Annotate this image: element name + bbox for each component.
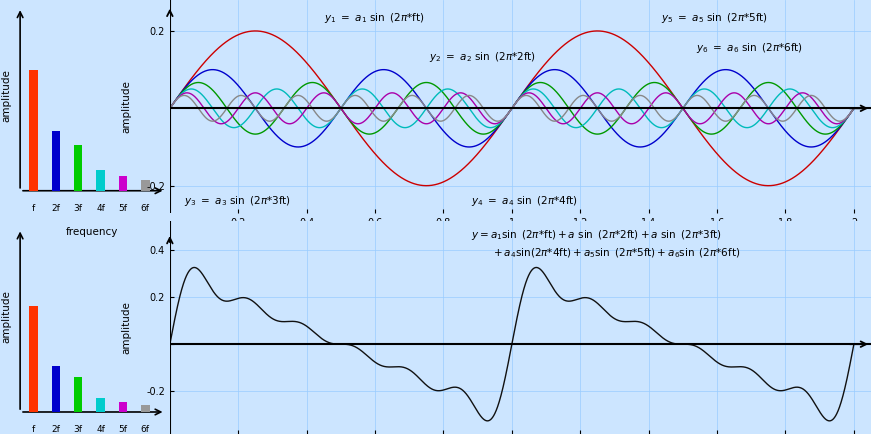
Text: $y_4\ =\ a_4\ \sin\ (2\pi$*4ft): $y_4\ =\ a_4\ \sin\ (2\pi$*4ft) (471, 194, 578, 208)
Text: 2f: 2f (51, 425, 60, 434)
Text: 5f: 5f (118, 204, 127, 213)
Bar (30, 70, 37, 191)
Text: 3f: 3f (74, 204, 83, 213)
Text: amplitude: amplitude (2, 290, 11, 343)
Bar (51, 365, 60, 412)
Text: $y = a_1\sin\ (2\pi$*ft$) + a\ \sin\ (2\pi$*2ft$) + a\ \sin\ (2\pi$*3ft$)$
$\qua: $y = a_1\sin\ (2\pi$*ft$) + a\ \sin\ (2\… (471, 228, 740, 260)
Bar (141, 404, 150, 412)
Text: 5f: 5f (118, 425, 127, 434)
Bar (118, 402, 127, 412)
Bar (74, 145, 83, 191)
Text: $y_3\ =\ a_3\ \sin\ (2\pi$*3ft): $y_3\ =\ a_3\ \sin\ (2\pi$*3ft) (184, 194, 291, 208)
Bar (97, 170, 105, 191)
Text: 4f: 4f (96, 204, 105, 213)
Text: 6f: 6f (141, 425, 150, 434)
Text: amplitude: amplitude (2, 69, 11, 122)
Bar (141, 180, 150, 191)
Text: 6f: 6f (141, 204, 150, 213)
Text: 4f: 4f (96, 425, 105, 434)
Text: $y_6\ =\ a_6\ \sin\ (2\pi$*6ft): $y_6\ =\ a_6\ \sin\ (2\pi$*6ft) (696, 41, 802, 55)
Text: f: f (32, 425, 35, 434)
Text: 2f: 2f (51, 204, 60, 213)
Bar (51, 131, 60, 191)
Text: 3f: 3f (74, 425, 83, 434)
Bar (30, 306, 37, 412)
Bar (97, 398, 105, 412)
Bar (74, 377, 83, 412)
Bar (118, 176, 127, 191)
Text: $y_5\ =\ a_5\ \sin\ (2\pi$*5ft): $y_5\ =\ a_5\ \sin\ (2\pi$*5ft) (661, 11, 767, 25)
Text: amplitude: amplitude (121, 301, 132, 354)
Text: f: f (32, 204, 35, 213)
Text: $y_2\ =\ a_2\ \sin\ (2\pi$*2ft): $y_2\ =\ a_2\ \sin\ (2\pi$*2ft) (429, 49, 537, 63)
Text: amplitude: amplitude (121, 80, 132, 133)
Text: frequency: frequency (65, 227, 118, 237)
Text: $y_1\ =\ a_1\ \sin\ (2\pi$*ft): $y_1\ =\ a_1\ \sin\ (2\pi$*ft) (324, 11, 424, 25)
